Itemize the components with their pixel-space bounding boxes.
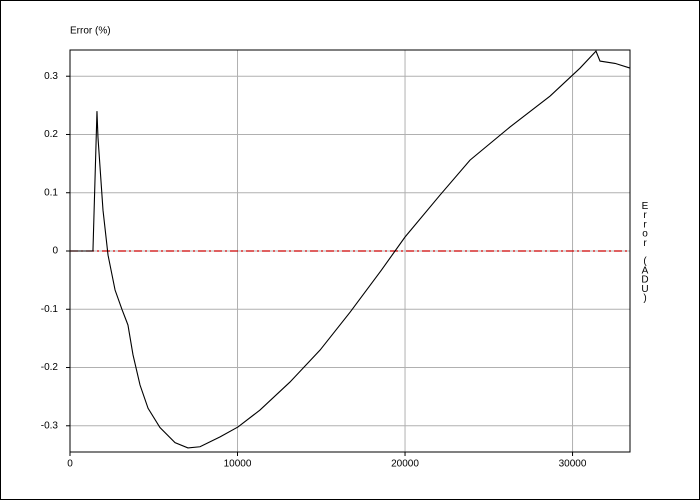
y-tick-label: 0 [52,246,58,257]
x-tick-label: 20000 [391,459,419,470]
x-tick-label: 30000 [559,459,587,470]
y-tick-label: -0.3 [41,420,59,431]
y-tick-label: 0.3 [44,71,58,82]
y-tick-label: 0.1 [44,187,58,198]
x-tick-label: 10000 [224,459,252,470]
y-tick-label: 0.2 [44,129,58,140]
y-tick-label: -0.1 [41,304,59,315]
x-tick-label: 0 [67,459,73,470]
y-tick-label: -0.2 [41,362,59,373]
y-axis-label: Error (%) [70,26,111,37]
data-line [70,50,631,449]
